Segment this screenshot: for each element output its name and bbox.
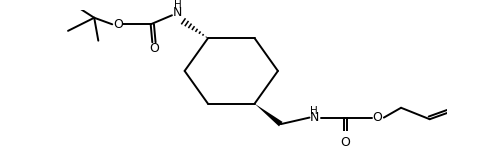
Text: H: H: [174, 0, 182, 10]
Text: O: O: [149, 42, 159, 55]
Text: O: O: [113, 18, 123, 31]
Text: N: N: [173, 5, 183, 18]
Text: N: N: [309, 111, 319, 124]
Polygon shape: [254, 104, 282, 126]
Text: H: H: [310, 106, 318, 116]
Text: O: O: [372, 111, 382, 124]
Text: O: O: [340, 136, 350, 148]
